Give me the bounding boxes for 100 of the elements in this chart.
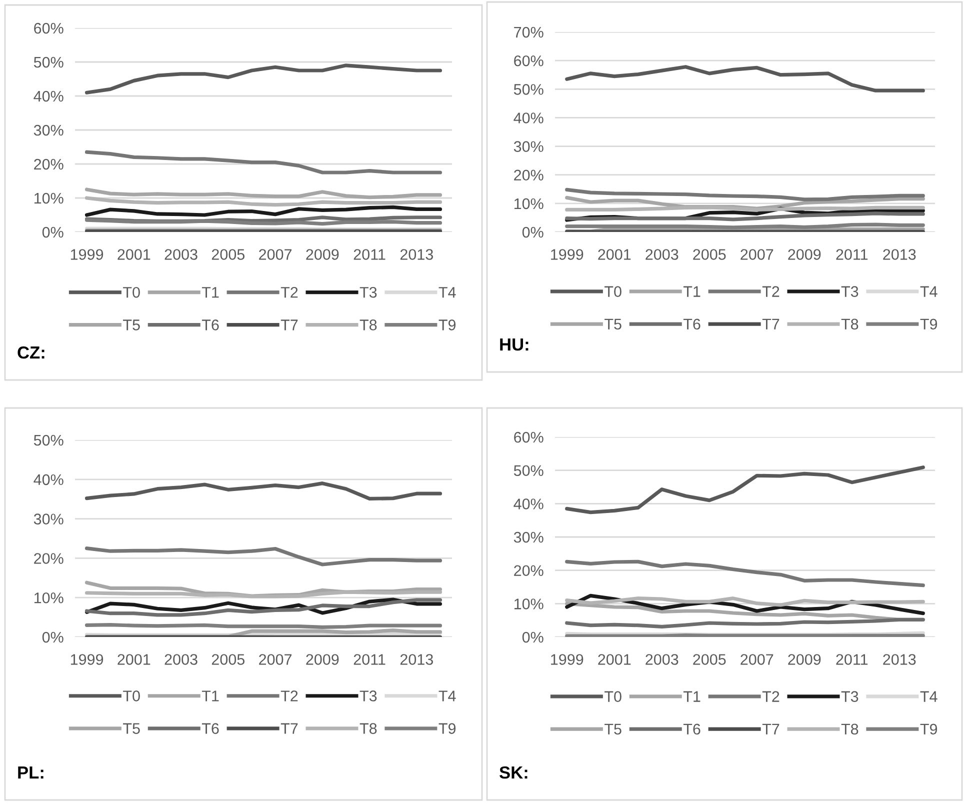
y-tick-label: 0%	[522, 226, 544, 238]
y-tick-label: 30%	[514, 532, 544, 543]
x-tick-label: 2013	[400, 654, 433, 665]
y-tick-label: 50%	[34, 56, 64, 68]
y-tick-label: 30%	[34, 514, 64, 524]
legend-label: T3	[841, 286, 858, 297]
y-tick-label: 40%	[514, 112, 544, 124]
legend-label: T4	[920, 286, 938, 297]
x-tick-label: 2009	[788, 249, 821, 260]
legend-label: T4	[920, 691, 938, 702]
legend-label: T7	[280, 723, 298, 734]
x-tick-label: 2007	[259, 249, 292, 260]
x-tick-label: 2011	[836, 249, 868, 260]
text: SK:	[500, 766, 528, 779]
x-tick-label: 2013	[883, 249, 916, 260]
x-tick-label: 2007	[740, 654, 774, 665]
y-tick-label: 70%	[514, 26, 544, 38]
x-tick-label: 2005	[693, 249, 726, 260]
legend-label: T7	[280, 320, 298, 330]
legend-label: T0	[123, 690, 140, 702]
legend-label: T2	[762, 286, 780, 297]
legend-label: T8	[841, 724, 858, 735]
y-tick-label: 10%	[34, 592, 64, 604]
x-tick-label: 2005	[212, 654, 245, 665]
y-tick-label: 30%	[514, 141, 544, 152]
y-tick-label: 20%	[34, 158, 64, 170]
legend-label: T1	[683, 286, 700, 297]
x-tick-label: 2013	[883, 654, 916, 665]
y-tick-label: 60%	[34, 22, 64, 34]
x-tick-label: 2007	[259, 654, 292, 665]
legend-label: T1	[202, 690, 219, 702]
x-tick-label: 2003	[646, 249, 678, 260]
x-tick-label: 2009	[306, 249, 339, 260]
legend-label: T9	[920, 724, 938, 735]
legend-label: T9	[438, 320, 456, 330]
y-tick-label: 20%	[34, 553, 64, 564]
x-tick-label: 1999	[70, 249, 104, 260]
legend-label: T6	[683, 724, 700, 735]
y-tick-label: 40%	[514, 498, 544, 510]
y-tick-label: 30%	[34, 124, 64, 136]
x-tick-label: 2001	[118, 654, 150, 665]
x-tick-label: 2011	[354, 654, 386, 665]
legend-label: T6	[202, 723, 219, 734]
x-tick-label: 2003	[164, 654, 198, 665]
y-tick-label: 0%	[42, 226, 64, 238]
legend-label: T7	[762, 724, 780, 734]
y-tick-label: 20%	[514, 170, 544, 181]
legend-label: T3	[360, 286, 377, 298]
y-tick-label: 60%	[514, 55, 544, 66]
legend-label: T7	[762, 318, 780, 330]
x-tick-label: 2001	[118, 249, 150, 260]
x-tick-label: 1999	[551, 249, 584, 260]
legend-label: T1	[202, 287, 219, 298]
y-tick-label: 50%	[514, 84, 544, 95]
legend-label: T8	[360, 723, 377, 734]
y-tick-label: 10%	[34, 192, 64, 204]
legend-label: T4	[438, 287, 456, 298]
legend-label: T0	[123, 286, 140, 298]
y-tick-label: 20%	[514, 565, 544, 576]
y-tick-label: 50%	[34, 434, 64, 446]
legend-label: T8	[360, 320, 377, 330]
text: CZ:	[18, 346, 44, 359]
legend-label: T3	[360, 690, 377, 702]
x-tick-label: 2001	[598, 654, 631, 665]
x-tick-label: 2011	[354, 249, 386, 260]
y-tick-label: 60%	[514, 432, 544, 443]
x-tick-label: 2009	[788, 654, 821, 665]
x-tick-label: 2003	[646, 654, 678, 665]
legend-label: T4	[438, 690, 456, 702]
legend-label: T1	[683, 691, 700, 702]
legend-label: T9	[438, 723, 456, 734]
x-tick-label: 2007	[740, 249, 774, 260]
legend-label: T8	[841, 318, 858, 330]
text: HU:	[500, 338, 528, 351]
legend-label: T5	[123, 723, 140, 734]
y-tick-label: 0%	[522, 632, 544, 643]
y-tick-label: 40%	[34, 474, 64, 486]
x-tick-label: 2011	[836, 654, 868, 665]
x-tick-label: 2003	[164, 249, 198, 260]
legend-label: T0	[604, 286, 622, 297]
legend-label: T2	[280, 690, 298, 702]
legend-label: T2	[280, 286, 298, 298]
legend-label: T5	[604, 724, 622, 735]
x-tick-label: 2009	[306, 654, 339, 665]
x-tick-label: 1999	[70, 654, 104, 665]
x-tick-label: 2005	[212, 249, 245, 260]
y-tick-label: 40%	[34, 90, 64, 102]
y-tick-label: 10%	[514, 198, 544, 210]
legend-label: T3	[841, 691, 858, 702]
x-tick-label: 2013	[400, 249, 433, 260]
x-tick-label: 2005	[693, 654, 726, 665]
legend-label: T9	[920, 318, 938, 330]
legend-label: T6	[202, 320, 219, 330]
legend-label: T0	[604, 691, 622, 702]
y-tick-label: 10%	[514, 598, 544, 610]
legend-label: T5	[123, 320, 140, 330]
text: PL:	[18, 766, 44, 778]
legend-label: T5	[604, 318, 622, 330]
x-tick-label: 2001	[598, 249, 631, 260]
legend-label: T2	[762, 691, 780, 702]
